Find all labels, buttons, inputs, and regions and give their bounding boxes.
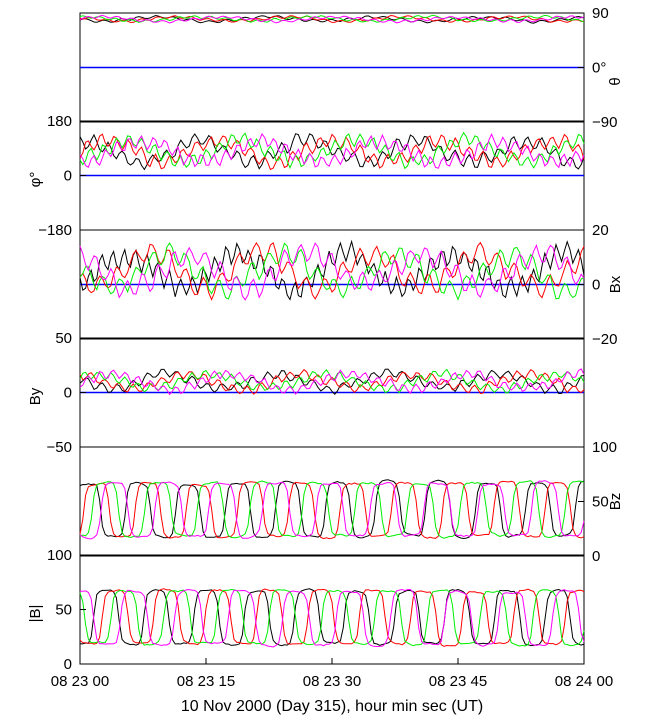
panel-label-By: By	[27, 387, 44, 405]
y-tick-label: 180	[47, 113, 72, 130]
y-tick-label: 100	[592, 439, 617, 456]
series-green-line	[79, 588, 585, 647]
series-red-line	[79, 133, 585, 171]
y-tick-label: 0	[592, 548, 600, 565]
panel-B_total: 100 50 0 |B|	[27, 547, 585, 673]
y-tick-label: −90	[592, 114, 617, 131]
y-tick-label: 0	[64, 656, 72, 673]
series-magenta-line	[79, 132, 585, 169]
panel-label-theta: θ	[607, 77, 624, 85]
y-tick-label: 0°	[592, 60, 606, 77]
series-magenta-line	[79, 242, 585, 301]
panel-label-Bx: Bx	[607, 275, 624, 293]
x-tick-label: 08 23 15	[177, 673, 235, 690]
x-tick-label: 08 24 00	[555, 673, 613, 690]
panel-label-phi: φ°	[27, 172, 44, 188]
y-tick-label: 100	[47, 547, 72, 564]
series-red-line	[79, 480, 585, 540]
y-tick-label: −20	[592, 331, 617, 348]
panel-By: 50 0 −50 By	[27, 330, 585, 456]
series-black-line	[79, 368, 585, 395]
series-black-line	[79, 239, 585, 301]
panel-Bz: 100 50 0 Bz	[79, 439, 624, 565]
y-tick-label: −180	[38, 222, 72, 239]
panel-theta: 90 0° −90 θ	[79, 5, 624, 131]
x-tick-label: 08 23 45	[429, 673, 487, 690]
series-magenta-line	[79, 368, 585, 396]
panel-label-Bz: Bz	[607, 493, 624, 511]
y-tick-label: 0	[64, 168, 72, 185]
panel-Bx: 20 0 −20 Bx	[79, 222, 624, 348]
series-green-line	[79, 14, 585, 23]
panel-phi: 180 0 −180 φ°	[27, 113, 585, 239]
panels: 90 0° −90 θ 180 0 −180 φ° 20 0 −20 Bx 50 0 −50 By 100 50 0…	[27, 5, 624, 673]
x-axis-label: 10 Nov 2000 (Day 315), hour min sec (UT)	[181, 698, 483, 715]
series-red-line	[79, 368, 585, 395]
panel-frame	[79, 554, 585, 665]
y-tick-label: 50	[55, 330, 72, 347]
x-axis: 08 23 00 08 23 15 08 23 30 08 23 45 08 24 00	[51, 658, 613, 690]
series-magenta-line	[79, 480, 585, 540]
y-tick-label: 90	[592, 5, 609, 22]
series-black-line	[79, 588, 585, 647]
series-green-line	[79, 242, 585, 301]
series-green-line	[79, 131, 585, 170]
y-tick-label: 50	[592, 494, 609, 511]
x-tick-label: 08 23 30	[303, 673, 361, 690]
series-magenta-line	[79, 14, 585, 24]
series-green-line	[79, 480, 585, 539]
x-tick-label: 08 23 00	[51, 673, 109, 690]
y-tick-label: 50	[55, 602, 72, 619]
series-magenta-line	[79, 588, 585, 648]
series-green-line	[79, 368, 585, 394]
series-red-line	[79, 588, 585, 647]
y-tick-label: 0	[64, 385, 72, 402]
y-tick-label: 20	[592, 222, 609, 239]
y-tick-label: 0	[592, 277, 600, 294]
panel-label-B_total: |B|	[27, 605, 44, 623]
y-tick-label: −50	[47, 439, 72, 456]
